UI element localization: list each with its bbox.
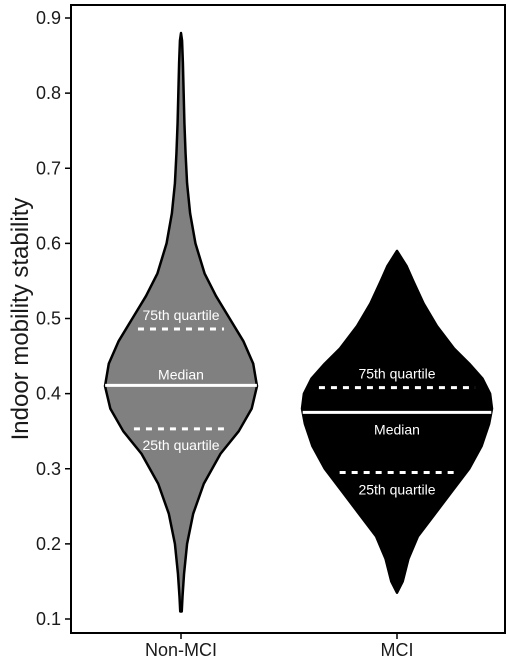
annotation-q3: 75th quartile — [142, 307, 219, 323]
annotation-median: Median — [158, 366, 204, 382]
annotation-q3: 75th quartile — [358, 366, 435, 382]
y-axis-title: Indoor mobility stability — [7, 198, 34, 441]
violin-body-non-mci — [103, 31, 259, 613]
violin-body-mci — [300, 249, 494, 594]
y-axis-ticks: 0.1 0.2 0.3 0.4 0.5 0.6 0.7 0.8 0.9 — [36, 8, 71, 629]
violins: 75th quartile Median 25th quartile 75th qua… — [103, 31, 494, 613]
x-axis-ticks: Non-MCI MCI — [145, 633, 414, 660]
annotation-q1: 25th quartile — [358, 482, 435, 498]
y-tick-label: 0.1 — [36, 609, 61, 629]
x-tick-label: Non-MCI — [145, 640, 217, 660]
y-tick-label: 0.7 — [36, 158, 61, 178]
y-tick-label: 0.2 — [36, 534, 61, 554]
y-tick-label: 0.6 — [36, 233, 61, 253]
y-tick-label: 0.9 — [36, 8, 61, 28]
annotation-median: Median — [374, 421, 420, 437]
x-tick-label: MCI — [381, 640, 414, 660]
y-tick-label: 0.8 — [36, 83, 61, 103]
annotation-q1: 25th quartile — [142, 437, 219, 453]
y-tick-label: 0.3 — [36, 459, 61, 479]
y-tick-label: 0.5 — [36, 309, 61, 329]
y-tick-label: 0.4 — [36, 384, 61, 404]
